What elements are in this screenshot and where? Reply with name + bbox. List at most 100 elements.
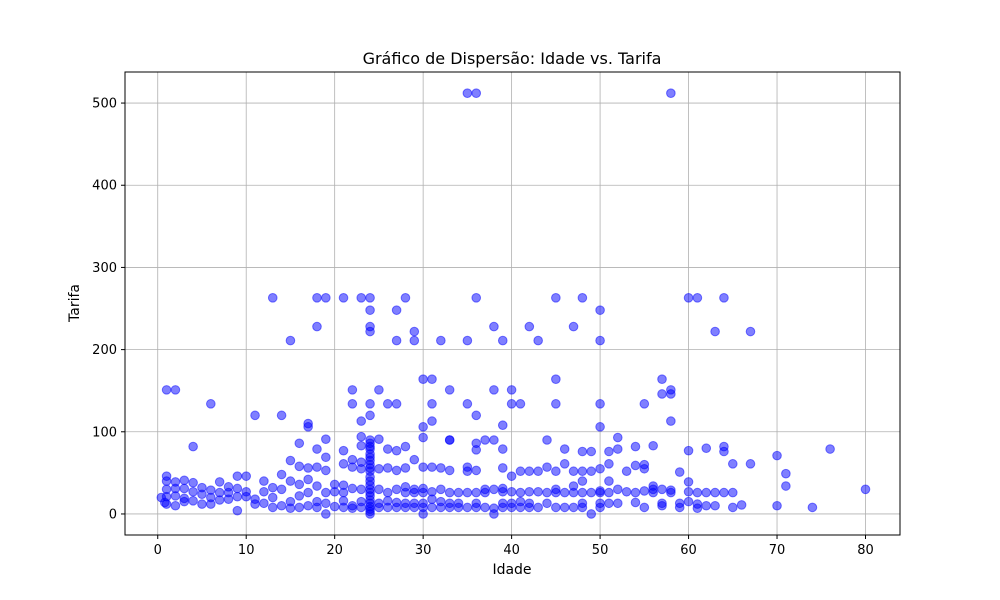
x-tick-label: 60	[680, 543, 697, 558]
scatter-point	[214, 477, 225, 487]
scatter-point	[321, 452, 331, 463]
scatter-point	[321, 434, 331, 444]
scatter-point	[586, 509, 597, 519]
scatter-point	[418, 509, 428, 519]
scatter-point	[374, 434, 384, 444]
scatter-point	[206, 499, 216, 509]
scatter-point	[604, 446, 614, 457]
scatter-point	[595, 399, 605, 409]
scatter-point	[303, 474, 313, 485]
scatter-point	[374, 385, 384, 395]
scatter-point	[489, 509, 499, 519]
scatter-point	[497, 444, 508, 454]
scatter-point	[409, 454, 420, 465]
scatter-point	[338, 502, 349, 513]
scatter-point	[657, 500, 667, 511]
scatter-point	[382, 444, 393, 454]
scatter-point	[232, 491, 243, 502]
scatter-point	[480, 487, 490, 498]
scatter-point	[170, 500, 181, 511]
scatter-point	[409, 487, 420, 498]
scatter-point	[497, 463, 508, 473]
scatter-point	[276, 410, 287, 421]
scatter-point	[621, 466, 632, 477]
scatter-point	[356, 440, 367, 451]
scatter-point	[312, 502, 322, 513]
scatter-point	[267, 492, 278, 503]
scatter-point	[568, 466, 579, 477]
scatter-point	[489, 321, 499, 332]
scatter-point	[577, 487, 588, 498]
scatter-point	[745, 326, 756, 337]
scatter-point	[338, 487, 349, 498]
scatter-point	[604, 459, 614, 469]
scatter-point	[391, 399, 402, 409]
scatter-point	[515, 466, 526, 477]
scatter-point	[259, 498, 269, 509]
scatter-point	[170, 385, 181, 395]
scatter-point	[586, 487, 597, 498]
scatter-point	[462, 399, 473, 409]
scatter-point	[179, 475, 190, 486]
scatter-point	[781, 468, 791, 479]
scatter-point	[374, 484, 384, 495]
scatter-point	[772, 500, 782, 511]
scatter-point	[382, 502, 393, 513]
scatter-point	[727, 502, 738, 513]
scatter-point	[710, 326, 720, 337]
scatter-point	[515, 487, 526, 498]
x-tick-label: 0	[154, 543, 162, 558]
scatter-point	[374, 463, 384, 474]
scatter-point	[427, 399, 437, 409]
scatter-point	[400, 441, 411, 452]
scatter-point	[577, 446, 588, 457]
scatter-point	[391, 335, 402, 346]
scatter-point	[285, 335, 296, 346]
scatter-point	[533, 502, 543, 513]
scatter-point	[391, 305, 402, 315]
x-tick-label: 50	[592, 543, 609, 558]
scatter-point	[595, 422, 605, 432]
scatter-point	[674, 467, 685, 477]
scatter-point	[736, 500, 747, 510]
scatter-point	[639, 459, 650, 470]
y-tick-label: 200	[92, 343, 117, 358]
scatter-point	[692, 487, 703, 498]
scatter-point	[542, 487, 552, 498]
scatter-point	[648, 487, 658, 498]
scatter-point	[418, 487, 428, 498]
scatter-point	[188, 477, 198, 488]
scatter-point	[683, 486, 694, 497]
scatter-point	[409, 326, 420, 337]
scatter-point	[710, 500, 720, 511]
data-points	[156, 88, 871, 519]
scatter-point	[427, 502, 437, 513]
scatter-point	[214, 495, 225, 505]
scatter-point	[338, 445, 349, 456]
scatter-point	[312, 462, 322, 472]
scatter-point	[347, 385, 358, 395]
scatter-point	[612, 484, 623, 495]
scatter-point	[471, 445, 482, 455]
scatter-point	[674, 502, 685, 513]
scatter-point	[586, 466, 597, 477]
scatter-point	[206, 399, 216, 409]
scatter-point	[666, 88, 676, 99]
scatter-point	[347, 483, 358, 494]
scatter-point	[462, 487, 473, 498]
scatter-point	[612, 444, 623, 454]
scatter-point	[444, 385, 455, 395]
y-tick-label: 400	[92, 179, 117, 194]
scatter-point	[436, 502, 446, 513]
scatter-point	[630, 460, 641, 471]
scatter-point	[524, 321, 535, 332]
scatter-point	[285, 455, 296, 466]
scatter-point	[444, 502, 455, 513]
scatter-point	[418, 462, 428, 472]
scatter-point	[471, 88, 482, 99]
scatter-point	[321, 465, 331, 476]
scatter-point	[692, 503, 703, 514]
scatter-point	[701, 443, 712, 454]
scatter-point	[542, 498, 552, 509]
